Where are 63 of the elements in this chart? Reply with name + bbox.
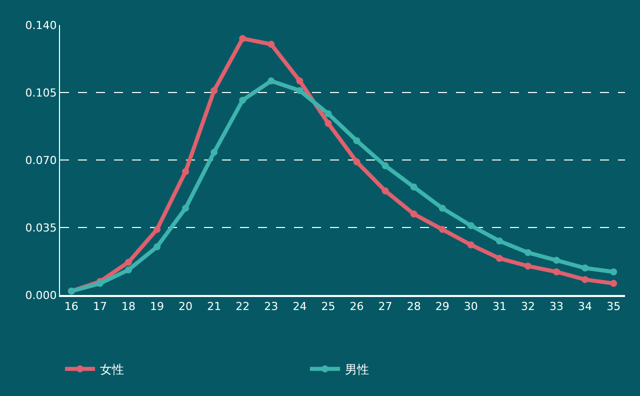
x-tick-label: 35 — [606, 300, 621, 314]
point — [496, 254, 503, 262]
point — [467, 222, 474, 230]
x-tick-label: 22 — [236, 300, 250, 314]
legend-label: 男性 — [345, 362, 369, 377]
x-tick-label: 18 — [121, 300, 136, 314]
point — [610, 280, 618, 287]
point — [353, 137, 360, 144]
point — [610, 268, 618, 276]
point — [496, 238, 503, 244]
point — [268, 77, 275, 84]
point — [182, 168, 190, 176]
point — [410, 184, 418, 190]
point — [382, 187, 389, 194]
point — [324, 120, 332, 127]
point — [438, 204, 446, 212]
point — [182, 204, 190, 212]
point — [210, 148, 218, 156]
x-tick-label: 33 — [550, 300, 564, 314]
point — [467, 241, 474, 248]
point — [324, 110, 332, 118]
x-tick-label: 26 — [350, 300, 364, 314]
point — [524, 262, 532, 270]
point — [296, 77, 304, 84]
y-tick-label: 0.070 — [25, 154, 57, 167]
x-tick-label: 19 — [150, 300, 164, 314]
x-tick-label: 24 — [292, 300, 307, 314]
point — [582, 276, 589, 284]
x-tick-label: 25 — [321, 300, 336, 314]
point — [154, 243, 161, 250]
point — [524, 249, 532, 256]
legend-label: 女性 — [100, 362, 124, 377]
point — [382, 162, 389, 170]
x-tick-label: 30 — [464, 300, 478, 314]
x-tick-label: 16 — [64, 300, 78, 314]
point — [296, 87, 304, 94]
x-tick-label: 27 — [378, 300, 392, 314]
x-tick-label: 31 — [492, 300, 506, 314]
x-tick-label: 17 — [92, 300, 107, 314]
x-tick-label: 20 — [178, 300, 193, 314]
y-tick-label: 0.000 — [25, 288, 57, 302]
x-tick-label: 34 — [578, 300, 592, 314]
x-tick-label: 21 — [207, 300, 222, 314]
x-tick-label: 32 — [520, 300, 535, 314]
point — [553, 268, 560, 276]
x-tick-label: 29 — [435, 300, 450, 314]
y-tick-label: 0.105 — [25, 86, 57, 100]
x-tick-label: 23 — [264, 300, 278, 314]
point — [268, 40, 275, 48]
point — [553, 256, 560, 264]
y-tick-label: 0.140 — [25, 18, 57, 32]
point — [353, 158, 360, 166]
point — [124, 266, 132, 274]
point — [239, 96, 246, 104]
y-tick-label: 0.035 — [25, 221, 57, 234]
point — [239, 35, 246, 42]
point — [210, 87, 218, 94]
point — [438, 226, 446, 233]
point — [410, 210, 418, 218]
point — [124, 258, 132, 266]
x-tick-label: 28 — [406, 300, 421, 314]
point — [582, 264, 589, 272]
point — [154, 226, 161, 233]
